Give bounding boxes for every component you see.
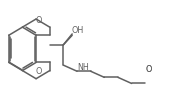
- Text: NH: NH: [77, 63, 89, 72]
- Text: O: O: [145, 65, 152, 74]
- Text: O: O: [35, 67, 42, 76]
- Text: OH: OH: [71, 26, 83, 35]
- Text: O: O: [145, 65, 152, 74]
- Text: O: O: [35, 16, 42, 25]
